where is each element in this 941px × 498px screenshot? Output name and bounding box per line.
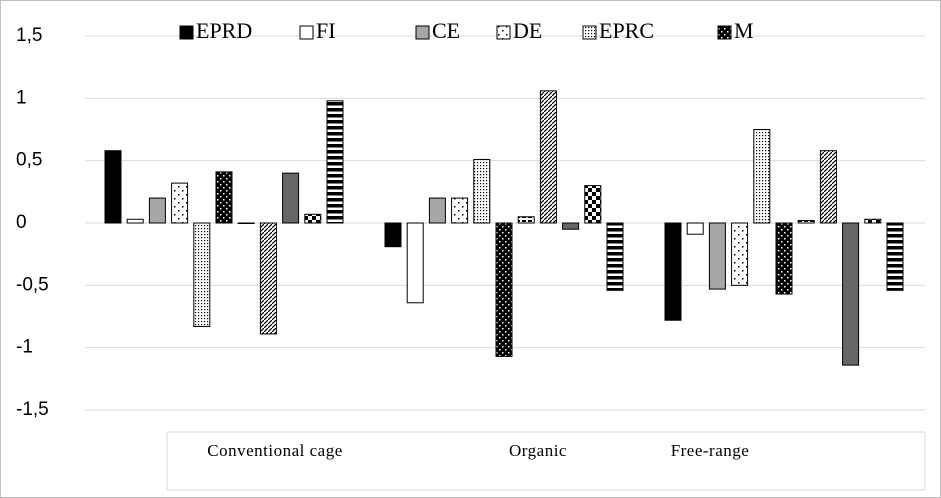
legend-label: FI (316, 18, 336, 43)
bar (451, 197, 469, 224)
legend-swatch (179, 25, 194, 40)
bar (664, 222, 682, 321)
bar (797, 220, 815, 224)
legend-label: M (734, 18, 754, 43)
y-tick-label: -0,5 (16, 274, 49, 295)
category-box (166, 431, 926, 491)
legend-label: EPRC (599, 18, 654, 43)
bar (495, 222, 513, 357)
y-tick-label: 1,5 (16, 25, 42, 46)
bar (584, 185, 602, 224)
bar (562, 222, 580, 230)
y-tick-label: 1 (16, 87, 27, 108)
bar (237, 222, 255, 224)
y-tick-label: -1 (16, 337, 33, 358)
bar (126, 218, 144, 224)
legend-label: EPRD (196, 18, 252, 43)
y-tick-label: 0,5 (16, 150, 42, 171)
legend-swatch (415, 25, 430, 40)
bar (104, 150, 122, 224)
bar (428, 197, 446, 224)
bar (282, 172, 300, 224)
bar (539, 90, 557, 224)
bar (686, 222, 704, 235)
bar (886, 222, 904, 291)
legend-label: CE (432, 18, 460, 43)
bar (326, 100, 344, 224)
bar (864, 218, 882, 224)
bar (148, 197, 166, 224)
y-tick-label: 0 (16, 212, 27, 233)
bar (842, 222, 860, 366)
bar (193, 222, 211, 327)
bar (304, 213, 322, 224)
bar (406, 222, 424, 304)
x-tick-label: Conventional cage (207, 441, 343, 460)
legend-swatch (496, 25, 511, 40)
legend-swatch (717, 25, 732, 40)
x-tick-label: Organic (509, 441, 567, 460)
bar (819, 150, 837, 224)
bar (473, 158, 491, 224)
x-tick-label: Free-range (671, 441, 750, 460)
bar (215, 171, 233, 224)
bar (775, 222, 793, 295)
legend-label: DE (513, 18, 542, 43)
bar (259, 222, 277, 335)
bar (171, 182, 189, 224)
bar (753, 129, 771, 224)
bar (731, 222, 749, 286)
bar (606, 222, 624, 291)
bar (384, 222, 402, 248)
legend-swatch (582, 25, 597, 40)
bar (517, 216, 535, 224)
bar (708, 222, 726, 290)
y-tick-label: -1,5 (16, 399, 49, 420)
legend-swatch (299, 25, 314, 40)
